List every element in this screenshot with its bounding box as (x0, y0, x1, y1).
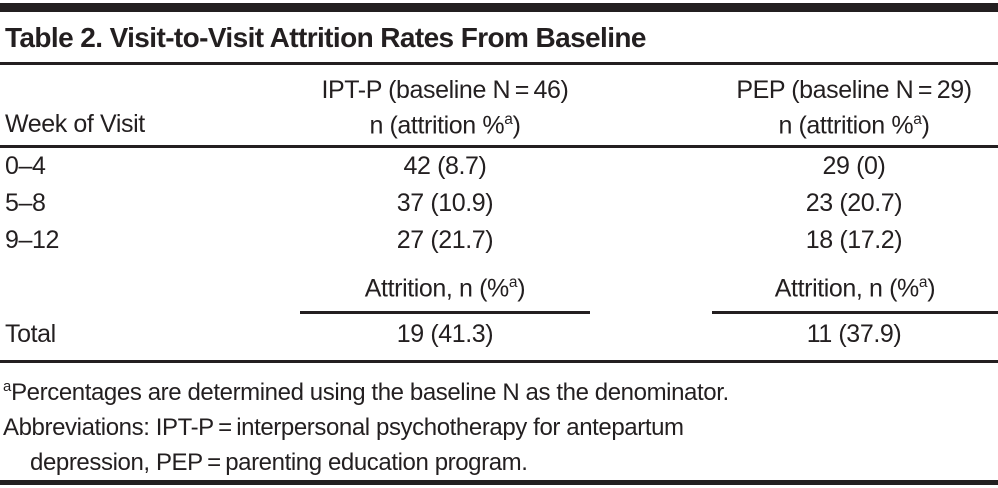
table-header-row: Week of Visit IPT-P (baseline N = 46) n … (0, 65, 998, 145)
table-row: 5–8 37 (10.9) 23 (20.7) (0, 185, 998, 222)
ipt-cell: 37 (10.9) (396, 188, 494, 217)
header-pep-line1: PEP (baseline N = 29) (736, 75, 972, 104)
total-label: Total (5, 319, 56, 348)
top-border-bar (0, 3, 998, 12)
header-pep-line2: n (attrition %a) (778, 110, 930, 139)
bottom-border-bar (0, 480, 998, 485)
pep-cell: 23 (20.7) (805, 188, 903, 217)
header-ipt-column: IPT-P (baseline N = 46) n (attrition %a) (290, 76, 600, 145)
attrition-subheader-pep: Attrition, n (%a) (712, 269, 998, 314)
total-pep-cell: 11 (37.9) (806, 319, 902, 348)
pep-cell: 18 (17.2) (805, 225, 903, 254)
footnote-abbreviations-line2: depression, PEP = parenting education pr… (30, 448, 528, 476)
total-row: Total 19 (41.3) 11 (37.9) (0, 314, 998, 354)
ipt-cell: 27 (21.7) (396, 225, 494, 254)
footnote-percentages: aPercentages are determined using the ba… (3, 378, 729, 406)
week-cell: 0–4 (5, 151, 46, 180)
header-week-of-visit: Week of Visit (5, 110, 145, 138)
ipt-cell: 42 (8.7) (403, 151, 487, 180)
footnote-marker-a: a (508, 273, 518, 291)
footer-rule (0, 359, 998, 363)
footnote-marker-a: a (3, 378, 12, 395)
table-footnotes: aPercentages are determined using the ba… (0, 363, 998, 480)
table-title: Table 2. Visit-to-Visit Attrition Rates … (5, 22, 646, 53)
week-cell: 9–12 (5, 225, 60, 254)
empty-cell (0, 269, 290, 314)
header-pep-column: PEP (baseline N = 29) n (attrition %a) (710, 76, 998, 145)
attrition-subheader-ipt: Attrition, n (%a) (300, 269, 590, 314)
footnote-marker-a: a (913, 110, 922, 128)
total-ipt-cell: 19 (41.3) (396, 319, 494, 348)
pep-cell: 29 (0) (822, 151, 886, 180)
footnote-marker-a: a (918, 273, 928, 291)
table-row: 0–4 42 (8.7) 29 (0) (0, 148, 998, 185)
attrition-subheader-row: Attrition, n (%a) Attrition, n (%a) (0, 269, 998, 314)
header-ipt-line2: n (attrition %a) (369, 110, 521, 139)
header-rule (0, 145, 998, 148)
title-rule (0, 62, 998, 65)
header-ipt-line1: IPT-P (baseline N = 46) (321, 75, 569, 104)
footnote-abbreviations-line1: Abbreviations: IPT-P = interpersonal psy… (3, 413, 684, 441)
table-row: 9–12 27 (21.7) 18 (17.2) (0, 222, 998, 259)
week-cell: 5–8 (5, 188, 46, 217)
footnote-marker-a: a (504, 110, 513, 128)
